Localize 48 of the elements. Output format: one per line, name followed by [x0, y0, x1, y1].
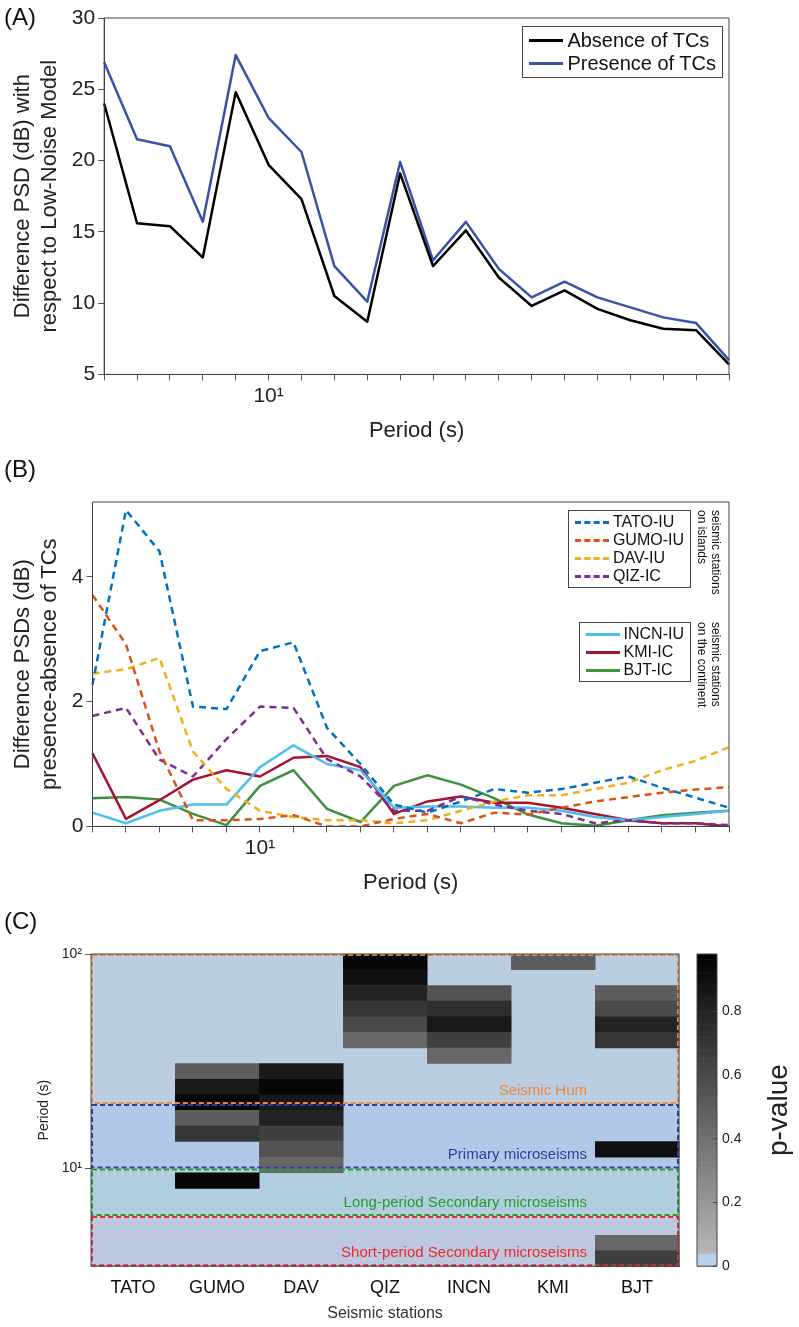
- y-tick-label: 15: [71, 218, 96, 242]
- y-tick-label: 30: [71, 4, 96, 28]
- legend-label: KMI-IC: [623, 643, 674, 661]
- y-tick-label: 10²: [61, 944, 83, 961]
- color-bar-label: 0.6: [722, 1065, 742, 1082]
- y-tick-label: 10: [71, 289, 96, 313]
- legend-label: GUMO-IU: [612, 531, 684, 549]
- annotation: seismic stations on the continent: [695, 622, 723, 710]
- legend-label: Presence of TCs: [567, 52, 716, 75]
- y-tick-label: 10¹: [61, 1159, 83, 1176]
- x-tick-label: BJT: [620, 1276, 654, 1297]
- legend-label: INCN-IU: [623, 625, 684, 643]
- y-axis-title: Difference PSDs (dB) presence-absence of TCs: [9, 538, 61, 790]
- color-bar-label: 0.8: [722, 1002, 742, 1019]
- x-axis-title: Period (s): [363, 868, 459, 894]
- y-tick-label: 5: [83, 361, 96, 385]
- color-bar-label: 0: [722, 1257, 730, 1274]
- x-tick-label: DAV: [283, 1276, 319, 1297]
- y-tick-label: 20: [71, 147, 96, 171]
- x-axis-title: Seismic stations: [327, 1303, 443, 1321]
- color-bar-label: 0.2: [722, 1193, 742, 1210]
- legend-label: Absence of TCs: [567, 29, 710, 52]
- x-tick-label: INCN: [447, 1276, 492, 1297]
- annotation: seismic stations on islands: [695, 510, 723, 597]
- chart-title: (A): [4, 2, 36, 30]
- color-bar-title: p-value: [761, 1064, 793, 1157]
- color-bar-label: 0.4: [722, 1129, 742, 1146]
- legend-label: BJT-IC: [623, 661, 673, 679]
- x-tick-label: QIZ: [370, 1276, 401, 1297]
- band-label: Short-period Secondary microseisms: [341, 1242, 587, 1260]
- y-tick-label: 4: [71, 563, 84, 587]
- legend-label: QIZ-IC: [612, 567, 661, 585]
- y-axis-title: Period (s): [35, 1079, 52, 1141]
- y-tick-label: 25: [71, 76, 96, 100]
- band-label: Long-period Secondary microseisms: [343, 1192, 587, 1210]
- y-tick-label: 2: [71, 688, 84, 712]
- x-axis-title: Period (s): [368, 416, 465, 442]
- legend-label: DAV-IU: [612, 549, 666, 567]
- band-label: Seismic Hum: [498, 1080, 587, 1098]
- y-tick-label: 0: [71, 813, 84, 837]
- legend-label: TATO-IU: [612, 513, 675, 531]
- band-label: Primary microseisms: [447, 1145, 587, 1163]
- x-tick-label: TATO: [110, 1276, 156, 1297]
- y-axis-title: Difference PSD (dB) with respect to Low-Noise Model: [9, 59, 61, 333]
- chart-title: (C): [4, 906, 38, 934]
- x-tick-label: GUMO: [189, 1276, 246, 1297]
- chart-title: (B): [4, 454, 36, 482]
- x-tick-label: KMI: [537, 1276, 570, 1297]
